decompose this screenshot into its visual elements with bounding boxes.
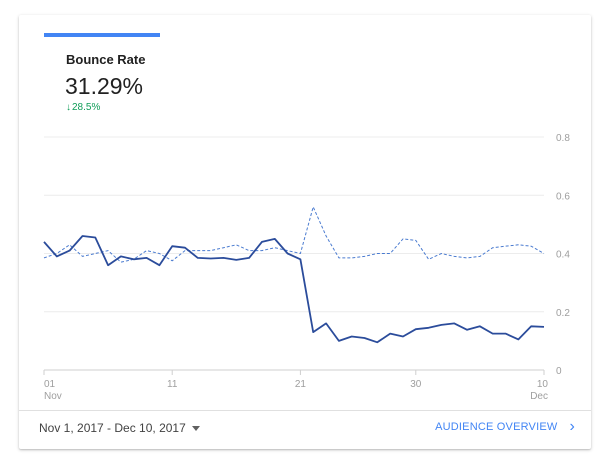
y-tick-label: 0.2 [556, 308, 570, 319]
metric-change: ↓28.5% [66, 102, 100, 113]
x-tick-sublabel: Nov [44, 391, 62, 402]
caret-down-icon [191, 425, 200, 431]
x-tick-label: 01 [44, 379, 56, 390]
y-tick-label: 0.6 [556, 191, 570, 202]
footer-divider [19, 410, 591, 411]
metric-change-value: 28.5% [72, 102, 101, 113]
bounce-rate-card: Bounce Rate 31.29% ↓28.5% 0.8 0.6 0.4 0.2 0 0… [19, 15, 591, 449]
y-tick-label: 0 [556, 366, 562, 377]
y-tick-label: 0.4 [556, 250, 570, 261]
selected-tab-indicator [44, 33, 160, 37]
y-tick-label: 0.8 [556, 133, 570, 144]
x-tick-label: 10 [537, 379, 549, 390]
x-tick-sublabel: Dec [530, 391, 548, 402]
arrow-down-icon: ↓ [66, 102, 71, 113]
x-tick-label: 30 [410, 379, 422, 390]
audience-overview-link[interactable]: AUDIENCE OVERVIEW › [435, 418, 575, 435]
x-tick-label: 11 [167, 379, 178, 390]
x-tick-label: 21 [295, 379, 307, 390]
date-range-label: Nov 1, 2017 - Dec 10, 2017 [39, 421, 186, 435]
date-range-selector[interactable]: Nov 1, 2017 - Dec 10, 2017 [39, 421, 200, 435]
metric-title: Bounce Rate [66, 52, 146, 67]
audience-overview-label: AUDIENCE OVERVIEW [435, 421, 558, 433]
bounce-rate-series-line [43, 235, 545, 344]
comparison-series-line [43, 206, 545, 263]
chevron-right-icon: › [569, 418, 575, 435]
metric-value: 31.29% [65, 73, 144, 99]
